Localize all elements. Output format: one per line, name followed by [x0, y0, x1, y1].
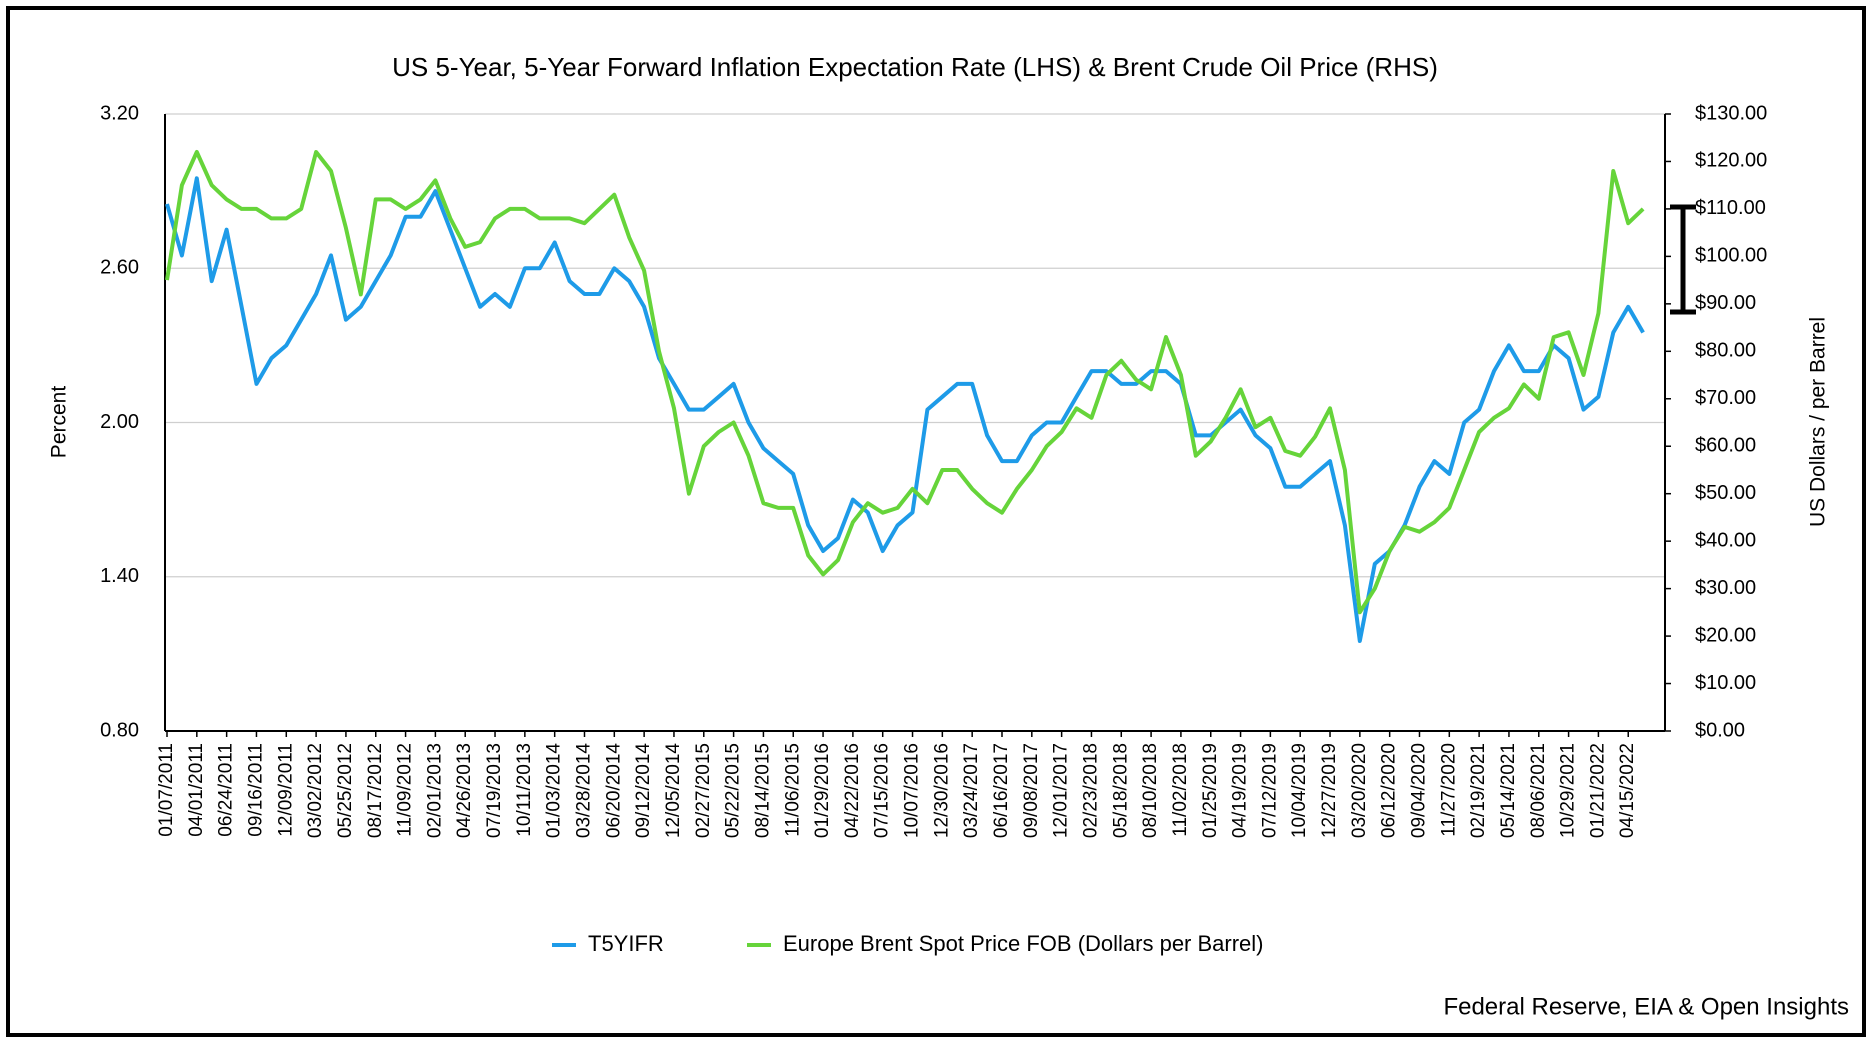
x-tick-label: 08/10/2018: [1140, 743, 1161, 838]
y2-tick-label: $70.00: [1695, 387, 1756, 409]
frame: [6, 6, 1866, 1037]
x-tick-label: 10/04/2019: [1289, 743, 1310, 838]
x-tick-label: 12/01/2017: [1051, 743, 1072, 838]
x-tick-label: 07/19/2013: [484, 743, 505, 838]
y2-tick-label: $10.00: [1695, 672, 1756, 694]
y2-tick-label: $60.00: [1695, 435, 1756, 457]
y2-tick-label: $0.00: [1695, 719, 1745, 741]
y2-tick-label: $130.00: [1695, 102, 1767, 124]
y-axis-label: Percent: [48, 386, 71, 459]
x-tick-label: 09/16/2011: [245, 743, 266, 837]
bracket-annotation: [1670, 204, 1696, 315]
x-tick-label: 11/09/2012: [395, 743, 416, 837]
y-tick-label: 2.60: [100, 257, 139, 279]
x-tick-label: 03/24/2017: [961, 743, 982, 838]
x-tick-label: 03/02/2012: [305, 743, 326, 838]
y2-tick-label: $80.00: [1695, 340, 1756, 362]
x-tick-label: 01/25/2019: [1200, 743, 1221, 838]
x-tick-label: 09/04/2020: [1409, 743, 1430, 838]
x-tick-label: 08/14/2015: [752, 743, 773, 838]
x-tick-label: 08/06/2021: [1528, 743, 1549, 838]
x-tick-label: 11/27/2020: [1438, 743, 1459, 837]
y2-tick-label: $40.00: [1695, 529, 1756, 551]
x-tick-label: 05/22/2015: [723, 743, 744, 838]
x-tick-label: 01/29/2016: [812, 743, 833, 838]
x-tick-label: 03/20/2020: [1349, 743, 1370, 838]
x-tick-label: 06/24/2011: [216, 743, 237, 837]
y-tick-label: 1.40: [100, 565, 139, 587]
x-tick-label: 04/01/2011: [186, 743, 207, 837]
chart-title: US 5-Year, 5-Year Forward Inflation Expe…: [392, 52, 1438, 82]
x-tick-label: 02/19/2021: [1468, 743, 1489, 838]
x-tick-label: 12/27/2019: [1319, 743, 1340, 838]
x-tick-label: 01/03/2014: [544, 743, 565, 839]
source: Federal Reserve, EIA & Open Insights: [1443, 993, 1849, 1020]
x-tick-label: 07/15/2016: [872, 743, 893, 838]
x-tick-label: 09/08/2017: [1021, 743, 1042, 838]
line-series: [165, 150, 1645, 615]
x-tick-label: 02/27/2015: [693, 743, 714, 838]
x-tick-label: 04/15/2022: [1617, 743, 1638, 838]
y2-tick-label: $100.00: [1695, 245, 1767, 267]
x-tick-label: 01/21/2022: [1587, 743, 1608, 838]
x-tick-label: 10/29/2021: [1558, 743, 1579, 838]
x-tick-label: 04/26/2013: [454, 743, 475, 838]
y-tick-label: 2.00: [100, 411, 139, 433]
x-tick-label: 12/30/2016: [931, 743, 952, 838]
x-tick-label: 04/19/2019: [1230, 743, 1251, 838]
y-tick-label: 0.80: [100, 719, 139, 741]
x-tick-label: 11/06/2015: [782, 743, 803, 837]
x-tick-label: 12/09/2011: [275, 743, 296, 837]
x-tick-label: 02/23/2018: [1080, 743, 1101, 838]
y2-tick-label: $120.00: [1695, 150, 1767, 172]
x-tick-label: 09/12/2014: [633, 743, 654, 839]
x-tick-label: 10/07/2016: [902, 743, 923, 838]
x-tick-label: 04/22/2016: [842, 743, 863, 838]
y2-tick-label: $50.00: [1695, 482, 1756, 504]
x-tick-label: 12/05/2014: [663, 743, 684, 839]
legend-label: Europe Brent Spot Price FOB (Dollars per…: [783, 931, 1264, 956]
x-tick-label: 10/11/2013: [514, 743, 535, 837]
y2-axis-label: US Dollars / per Barrel: [1807, 317, 1830, 527]
x-tick-label: 06/12/2020: [1379, 743, 1400, 838]
x-tick-label: 06/20/2014: [603, 743, 624, 839]
y2-tick-label: $90.00: [1695, 292, 1756, 314]
y2-tick-label: $20.00: [1695, 624, 1756, 646]
x-tick-label: 05/25/2012: [335, 743, 356, 838]
x-tick-label: 08/17/2012: [365, 743, 386, 838]
x-tick-label: 01/07/2011: [156, 743, 177, 837]
x-tick-label: 06/16/2017: [991, 743, 1012, 838]
y-tick-label: 3.20: [100, 102, 139, 124]
y2-tick-label: $110.00: [1695, 197, 1766, 219]
x-tick-label: 02/01/2013: [424, 743, 445, 838]
x-tick-label: 05/18/2018: [1110, 743, 1131, 838]
y2-tick-label: $30.00: [1695, 577, 1756, 599]
x-tick-label: 07/12/2019: [1259, 743, 1280, 838]
x-tick-label: 05/14/2021: [1498, 743, 1519, 838]
legend-label: T5YIFR: [588, 931, 664, 956]
x-tick-label: 03/28/2014: [574, 743, 595, 839]
x-tick-label: 11/02/2018: [1170, 743, 1191, 837]
